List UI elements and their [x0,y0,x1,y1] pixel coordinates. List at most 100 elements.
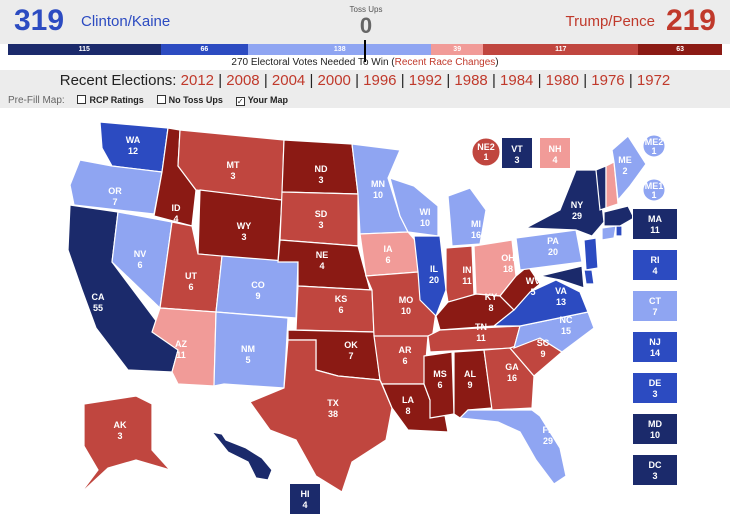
district-ME1-circle[interactable] [642,178,666,202]
state-CT-box[interactable]: CT 7 [632,290,678,322]
label-WA-abbr: WA [126,135,141,145]
state-NH-box[interactable] [540,138,570,168]
svg-text:NH4: NH 4 [549,144,562,165]
state-WV[interactable] [499,265,541,311]
checkbox-rcp[interactable] [77,95,87,104]
state-IA[interactable] [359,231,421,277]
toss-ups-label: Toss Ups [349,5,383,14]
svg-text:ME2: ME 2 [618,155,632,176]
label-WY-ev: 3 [241,232,246,242]
year-link-1996[interactable]: 1996 [363,72,397,89]
year-link-1992[interactable]: 1992 [408,72,443,89]
svg-text:NV6: NV 6 [134,249,147,270]
label-ND-ev: 3 [318,175,323,185]
state-AR[interactable] [373,335,429,385]
state-MI[interactable] [447,187,487,247]
label-SC-ev: 9 [540,349,545,359]
year-link-2000[interactable]: 2000 [317,72,351,89]
state-NJ-box[interactable]: NJ 14 [632,331,678,363]
prefill-rcp-ratings[interactable]: RCP Ratings [77,92,144,108]
prefill-no-toss-ups[interactable]: No Toss Ups [156,92,223,108]
label-MI-ev: 16 [471,230,481,240]
state-NY[interactable] [523,169,605,237]
label-KS-ev: 6 [338,305,343,315]
prefill-your-map[interactable]: ✓ Your Map [235,95,289,106]
year-link-1988[interactable]: 1988 [454,72,488,89]
year-link-2004[interactable]: 2004 [271,72,306,89]
label-NC-ev: 15 [561,326,571,336]
svg-text:UT6: UT 6 [185,271,197,292]
recent-race-changes-link[interactable]: Recent Race Changes [394,57,496,68]
district-ME2-circle[interactable] [642,134,666,158]
state-HI-box[interactable] [290,484,320,514]
label-WA-ev: 12 [128,146,138,156]
svg-text:KY8: KY 8 [485,292,498,313]
dem-electoral-total: 319 [14,4,65,37]
label-ME2-ev: 1 [651,146,656,156]
svg-text:OR7: OR 7 [108,186,122,207]
state-SD[interactable] [279,191,359,247]
year-link-1980[interactable]: 1980 [545,72,580,89]
state-DE-box[interactable]: DE 3 [632,372,678,404]
svg-text:VT3: VT 3 [511,144,523,165]
label-MO-ev: 10 [401,306,411,316]
state-FL[interactable] [458,409,567,485]
state-MS[interactable] [423,351,455,419]
bar-solid-rep: 63 [638,44,722,55]
label-AL-ev: 9 [467,380,472,390]
state-VT-box[interactable] [502,138,532,168]
svg-text:AR6: AR 6 [399,345,412,366]
state-KS[interactable] [295,285,375,333]
checkbox-no-toss[interactable] [156,95,166,104]
recent-elections-label: Recent Elections: [59,72,177,89]
us-electoral-map: WA 12 OR 7 CA 55 NV 6 ID 4 MT 3 WY 3 UT 6 AZ 11 C… [67,121,666,514]
label-NE2-ev: 1 [483,152,488,162]
label-TX-ev: 38 [328,409,338,419]
label-CA-ev: 55 [93,303,103,313]
state-MA-shape[interactable] [603,205,635,227]
svg-text:MS6: MS 6 [433,369,447,390]
label-NH-ev: 4 [552,155,557,165]
state-GA[interactable] [483,347,535,411]
label-HI-ev: 4 [302,500,307,510]
state-PA[interactable] [515,229,583,271]
label-AR-ev: 6 [402,356,407,366]
label-ME1-ev: 1 [651,190,656,200]
year-link-2008[interactable]: 2008 [226,72,260,89]
rep-ticket-name: Trump/Pence [565,13,655,30]
state-MA-box[interactable]: MA 11 [632,208,678,240]
state-CT-shape[interactable] [601,225,617,241]
state-TX[interactable] [249,339,393,493]
state-RI-box[interactable]: RI 4 [632,249,678,281]
state-DE-shape[interactable] [583,269,595,285]
year-link-1976[interactable]: 1976 [591,72,625,89]
rep-electoral-total: 219 [665,4,716,37]
district-NE2-circle[interactable] [471,137,501,167]
label-MS-ev: 6 [437,380,442,390]
checkbox-your-map[interactable]: ✓ [235,97,245,106]
year-link-1984[interactable]: 1984 [500,72,534,89]
label-OR-ev: 7 [112,197,117,207]
year-link-2012[interactable]: 2012 [180,72,215,89]
state-NJ-shape[interactable] [583,237,599,271]
label-NM-ev: 5 [245,355,250,365]
state-MD-shape[interactable] [539,265,585,289]
svg-text:SD3: SD 3 [315,209,328,230]
state-AK[interactable] [79,395,172,495]
state-ME[interactable] [611,135,647,202]
year-link-1972[interactable]: 1972 [636,72,671,89]
label-MN-ev: 10 [373,190,383,200]
state-MD-box[interactable]: MD 10 [632,413,678,445]
state-RI-shape[interactable] [615,225,623,237]
state-NM[interactable] [213,311,289,389]
state-DC-box[interactable]: DC 3 [632,454,678,486]
recent-elections-bar: Recent Elections: 2012 | 2008 | 2004 | 2… [0,70,730,92]
state-HI[interactable] [210,431,273,481]
label-WV-ev: 5 [530,287,535,297]
results-header: 319 Clinton/Kaine Toss Ups 0 Trump/Pence… [0,0,730,44]
